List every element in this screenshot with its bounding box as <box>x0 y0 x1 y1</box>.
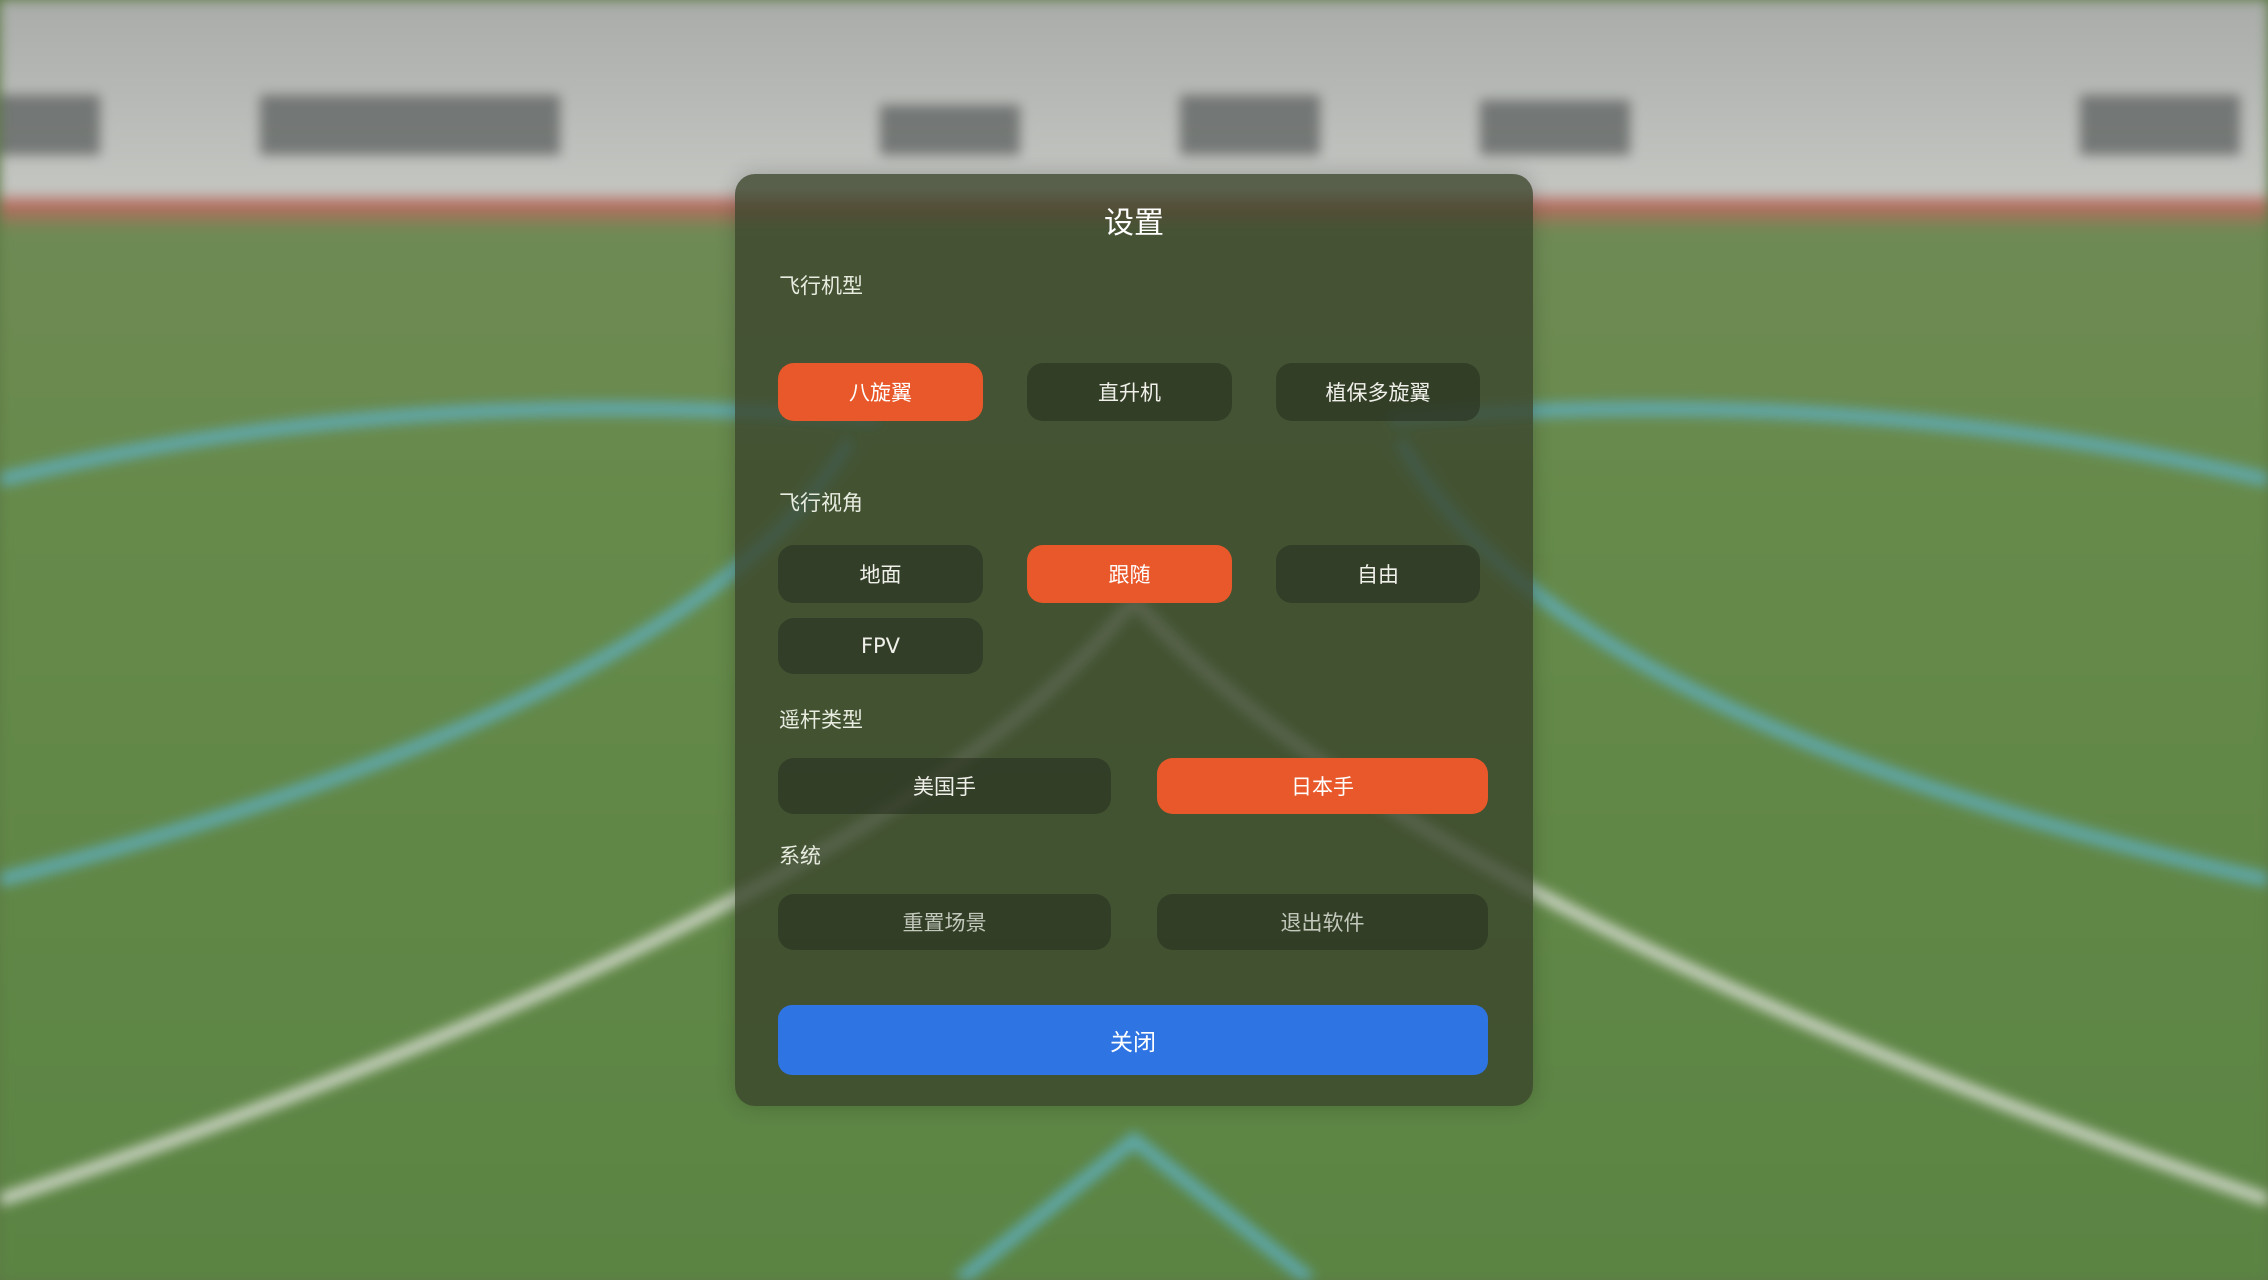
stick-mode-american-button[interactable]: 美国手 <box>778 758 1111 814</box>
section-label-camera-view: 飞行视角 <box>779 491 863 515</box>
settings-dialog: 设置 飞行机型 八旋翼 直升机 植保多旋翼 飞行视角 地面 跟随 自由 FPV … <box>735 174 1533 1106</box>
section-label-aircraft-type: 飞行机型 <box>779 274 863 298</box>
view-follow-button[interactable]: 跟随 <box>1027 545 1232 603</box>
close-button[interactable]: 关闭 <box>778 1005 1488 1075</box>
aircraft-helicopter-button[interactable]: 直升机 <box>1027 363 1232 421</box>
dialog-title: 设置 <box>1104 206 1164 241</box>
exit-app-button[interactable]: 退出软件 <box>1157 894 1488 950</box>
view-ground-button[interactable]: 地面 <box>778 545 983 603</box>
reset-scene-button[interactable]: 重置场景 <box>778 894 1111 950</box>
view-free-button[interactable]: 自由 <box>1276 545 1480 603</box>
view-fpv-button[interactable]: FPV <box>778 618 983 674</box>
aircraft-agri-multirotor-button[interactable]: 植保多旋翼 <box>1276 363 1480 421</box>
stick-mode-japanese-button[interactable]: 日本手 <box>1157 758 1488 814</box>
section-label-system: 系统 <box>779 844 821 868</box>
section-label-stick-mode: 遥杆类型 <box>779 708 863 732</box>
aircraft-octocopter-button[interactable]: 八旋翼 <box>778 363 983 421</box>
